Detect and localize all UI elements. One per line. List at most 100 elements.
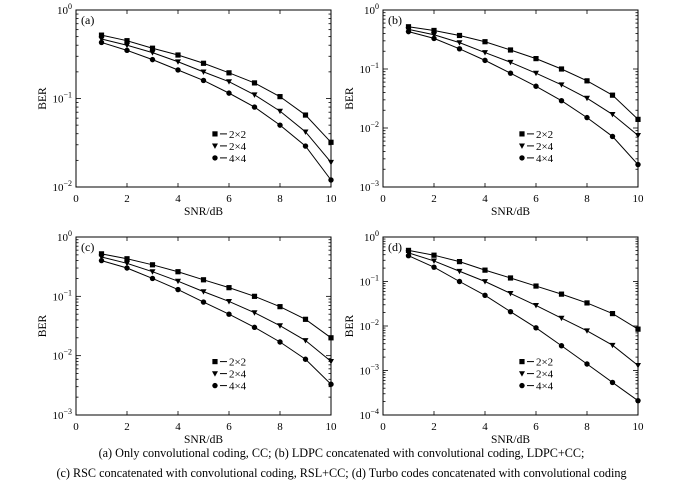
- panel-b: 0 2 4 6 8 10 10−3 10−2 10−1 100 SNR/dB BER (b) 2×22×4…: [344, 2, 644, 218]
- triangle-marker: [507, 291, 514, 297]
- caption-line-1: (a) Only convolutional coding, CC; (b) L…: [98, 446, 585, 460]
- x-tick-label: 6: [226, 193, 232, 205]
- x-tick-label: 6: [226, 421, 232, 433]
- x-tick-label: 4: [482, 193, 488, 205]
- triangle-marker: [98, 254, 105, 261]
- triangle-marker: [277, 323, 283, 329]
- panel-label: (c): [81, 240, 94, 254]
- square-marker: [251, 80, 258, 86]
- circle-marker: [584, 361, 590, 367]
- legend-label: 2×2: [536, 357, 553, 369]
- y-tick-label: 100: [57, 229, 72, 244]
- triangle-marker: [609, 112, 616, 118]
- series-line-triangle: [408, 252, 639, 366]
- x-axis-label: SNR/dB: [184, 206, 223, 218]
- square-marker: [507, 47, 514, 53]
- series-line-square: [101, 34, 332, 143]
- square-marker: [98, 251, 105, 257]
- series-line-circle: [408, 31, 639, 165]
- circle-marker: [149, 56, 156, 63]
- square-marker: [558, 291, 565, 297]
- triangle-marker: [635, 363, 641, 369]
- square-marker: [584, 78, 590, 84]
- circle-marker: [200, 299, 207, 305]
- panel-c: 0 2 4 6 8 10 10−3 10−2 10−1 100 SNR/dB BER (c) 2×22×4…: [37, 229, 337, 446]
- triangle-marker: [456, 268, 463, 275]
- triangle-marker: [635, 132, 641, 139]
- x-tick-label: 0: [73, 193, 79, 205]
- triangle-marker: [200, 289, 207, 295]
- square-marker: [431, 27, 437, 34]
- circle-marker: [124, 47, 130, 54]
- square-marker: [226, 70, 232, 76]
- circle-marker: [482, 57, 488, 64]
- legend-label: 4×4: [229, 153, 247, 165]
- circle-marker: [277, 122, 283, 128]
- series-line-triangle: [101, 256, 332, 362]
- legend-label: 2×2: [229, 129, 246, 141]
- triangle-marker: [328, 159, 334, 166]
- square-marker: [277, 94, 283, 100]
- circle-marker: [226, 90, 232, 96]
- series-line-circle: [408, 255, 639, 402]
- legend-label: 2×2: [536, 129, 553, 141]
- legend-label: 2×2: [229, 357, 246, 369]
- circle-marker: [635, 161, 641, 168]
- triangle-marker: [98, 36, 105, 43]
- square-marker: [212, 131, 218, 137]
- square-marker: [226, 285, 232, 291]
- x-tick-label: 10: [633, 421, 645, 433]
- triangle-marker: [584, 95, 590, 102]
- triangle-marker: [277, 108, 283, 115]
- y-tick-label: 10−4: [359, 407, 379, 422]
- square-marker: [251, 293, 258, 299]
- circle-marker: [98, 257, 105, 264]
- legend-label: 4×4: [536, 381, 554, 393]
- legend-label: 4×4: [536, 153, 554, 165]
- triangle-marker: [507, 59, 514, 66]
- y-axis-label: BER: [37, 87, 49, 110]
- x-tick-label: 2: [431, 193, 437, 205]
- y-tick-label: 100: [364, 2, 379, 17]
- circle-marker: [431, 35, 437, 42]
- square-marker: [328, 335, 334, 341]
- square-marker: [98, 32, 105, 38]
- circle-marker: [405, 252, 412, 259]
- y-tick-label: 10−1: [359, 274, 379, 289]
- plot-frame: [75, 236, 332, 416]
- x-tick-label: 8: [277, 421, 283, 433]
- square-marker: [405, 247, 412, 253]
- circle-marker: [405, 28, 412, 35]
- triangle-marker: [518, 371, 525, 377]
- square-marker: [212, 359, 218, 365]
- circle-marker: [277, 339, 283, 345]
- square-marker: [635, 116, 641, 122]
- x-axis-label: SNR/dB: [491, 206, 530, 218]
- square-marker: [124, 256, 130, 262]
- circle-marker: [533, 83, 539, 89]
- y-tick-label: 10−1: [52, 288, 72, 303]
- circle-marker: [519, 382, 525, 389]
- square-marker: [519, 131, 525, 137]
- circle-marker: [558, 343, 565, 349]
- x-tick-label: 10: [633, 193, 645, 205]
- circle-marker: [507, 308, 514, 315]
- circle-marker: [533, 325, 539, 331]
- x-tick-label: 4: [175, 193, 181, 205]
- y-tick-label: 100: [364, 229, 379, 244]
- square-marker: [200, 277, 207, 283]
- square-marker: [609, 310, 616, 317]
- square-marker: [200, 60, 207, 66]
- square-marker: [175, 269, 181, 275]
- circle-marker: [149, 275, 156, 282]
- y-tick-label: 10−3: [52, 407, 72, 422]
- circle-marker: [558, 98, 565, 104]
- x-tick-label: 8: [277, 193, 283, 205]
- circle-marker: [200, 77, 207, 84]
- square-marker: [124, 38, 130, 44]
- circle-marker: [584, 114, 590, 121]
- triangle-marker: [211, 143, 218, 149]
- circle-marker: [519, 155, 525, 161]
- triangle-marker: [149, 269, 156, 275]
- square-marker: [609, 92, 616, 98]
